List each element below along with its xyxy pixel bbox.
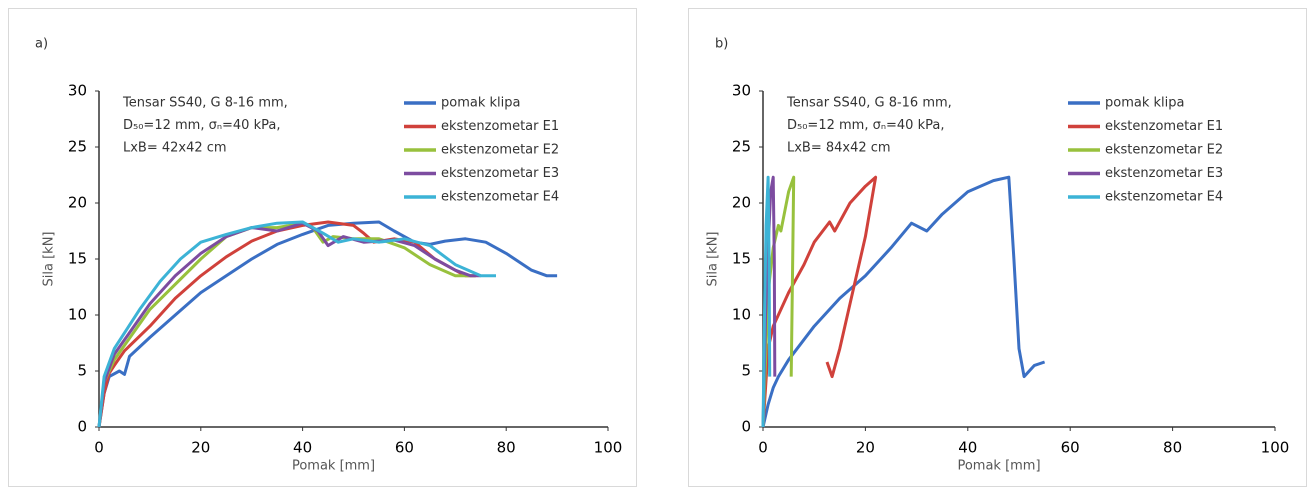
x-tick-label: 0 — [94, 439, 104, 457]
x-tick-label: 40 — [293, 439, 312, 457]
x-tick-label: 80 — [1163, 439, 1182, 457]
data-line — [761, 175, 1046, 428]
panel-frame — [8, 8, 637, 487]
panel-label: a) — [35, 37, 48, 52]
x-tick-label: 40 — [958, 439, 977, 457]
y-tick-label: 5 — [741, 362, 751, 380]
x-tick-label: 0 — [758, 439, 768, 457]
x-tick-label: 60 — [1061, 439, 1080, 457]
legend-label: ekstenzometar E4 — [441, 190, 559, 205]
x-tick-label: 20 — [191, 439, 210, 457]
annotation: Tensar SS40, G 8-16 mm, — [786, 96, 952, 111]
annotation: LxB= 84x42 cm — [787, 141, 891, 156]
x-axis-label: Pomak [mm] — [957, 459, 1040, 474]
x-tick-label: 80 — [497, 439, 516, 457]
legend-label: ekstenzometar E3 — [441, 166, 559, 181]
legend-label: ekstenzometar E1 — [1105, 119, 1223, 134]
y-tick-label: 0 — [741, 418, 751, 436]
x-tick-label: 60 — [395, 439, 414, 457]
x-tick-label: 100 — [1261, 439, 1290, 457]
x-tick-label: 100 — [594, 439, 623, 457]
y-tick-label: 10 — [68, 306, 87, 324]
legend-label: ekstenzometar E2 — [441, 143, 559, 158]
legend-label: ekstenzometar E2 — [1105, 143, 1223, 158]
y-tick-label: 30 — [732, 82, 751, 100]
y-tick-label: 15 — [732, 250, 751, 268]
y-axis-label: Sila [kN] — [706, 232, 721, 287]
data-line — [97, 220, 496, 428]
panel-frame — [688, 8, 1307, 487]
y-tick-label: 10 — [732, 306, 751, 324]
y-tick-label: 20 — [732, 194, 751, 212]
y-tick-label: 25 — [68, 138, 87, 156]
panel-label: b) — [715, 37, 728, 52]
y-tick-label: 25 — [732, 138, 751, 156]
legend-label: ekstenzometar E1 — [441, 119, 559, 134]
y-tick-label: 30 — [68, 82, 87, 100]
y-tick-label: 5 — [77, 362, 87, 380]
y-tick-label: 15 — [68, 250, 87, 268]
data-line — [761, 175, 878, 428]
y-axis-label: Sila [kN] — [42, 232, 57, 287]
annotation: Tensar SS40, G 8-16 mm, — [122, 96, 288, 111]
legend-label: ekstenzometar E4 — [1105, 190, 1223, 205]
y-tick-label: 20 — [68, 194, 87, 212]
y-tick-label: 0 — [77, 418, 87, 436]
legend-label: pomak klipa — [1105, 96, 1184, 111]
annotation: LxB= 42x42 cm — [123, 141, 227, 156]
legend-label: pomak klipa — [441, 96, 520, 111]
x-axis-label: Pomak [mm] — [292, 459, 375, 474]
annotation: D₅₀=12 mm, σₙ=40 kPa, — [787, 118, 944, 133]
x-tick-label: 20 — [856, 439, 875, 457]
annotation: D₅₀=12 mm, σₙ=40 kPa, — [123, 118, 280, 133]
legend-label: ekstenzometar E3 — [1105, 166, 1223, 181]
data-line — [761, 175, 772, 428]
